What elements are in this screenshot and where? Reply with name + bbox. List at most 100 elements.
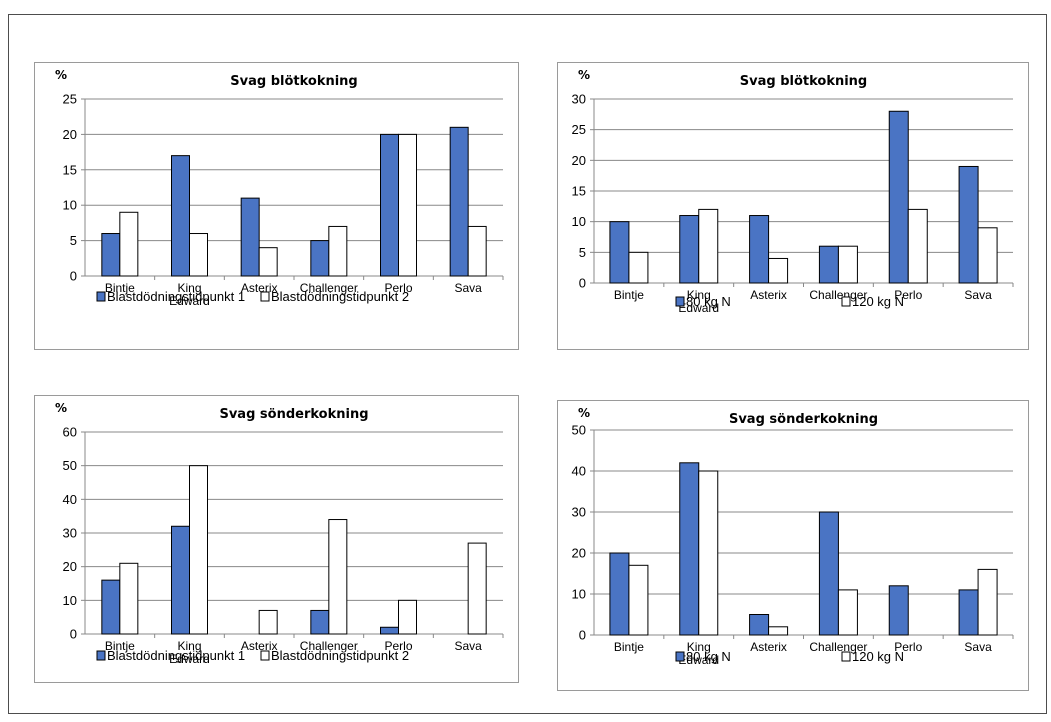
legend-swatch-2 [260, 291, 270, 302]
x-category-label: Bintje [614, 288, 644, 302]
legend-swatch-2 [841, 651, 851, 662]
bar-series-2-5 [467, 542, 487, 635]
bar-series-2-2 [258, 609, 278, 635]
y-tick-label: 40 [63, 492, 77, 507]
bar-series-1-4 [380, 133, 399, 277]
x-category-label: Perlo [894, 640, 922, 654]
y-unit-label: % [55, 68, 67, 82]
y-unit-label: % [55, 401, 67, 415]
legend-label-1: 80 kg N [686, 294, 731, 309]
bar-series-1-3 [310, 609, 330, 635]
x-category-label: Bintje [105, 639, 135, 653]
x-category-label: Challenger [809, 288, 867, 302]
chart-svg: Svag blötkokning% 0 5 10 15 20 25 Bintje King Edw… [55, 68, 504, 308]
chart-title: Svag blötkokning [230, 74, 358, 89]
bar-series-1-0 [609, 221, 630, 284]
y-tick-label: 10 [63, 198, 77, 213]
legend-swatch-2 [260, 650, 270, 661]
bar-series-1-5 [958, 589, 979, 636]
legend-label-2: Blastdödningstidpunkt 2 [271, 289, 409, 304]
bar-series-1-1 [171, 525, 190, 635]
bar-series-2-1 [698, 470, 719, 636]
bar-series-2-3 [837, 589, 858, 636]
y-tick-label: 5 [70, 233, 77, 248]
bar-series-1-1 [679, 215, 700, 284]
legend-label-2: Blastdödningstidpunkt 2 [271, 648, 409, 663]
y-tick-label: 40 [572, 464, 586, 479]
legend-label-1: 80 kg N [686, 649, 731, 664]
chart-svg: Svag sönderkokning% 0 10 20 30 40 50 60 Bintje Ki… [55, 401, 504, 666]
x-category-label: Sava [454, 281, 482, 295]
x-category-label: King Edward [678, 288, 719, 315]
legend-swatch-1 [96, 291, 106, 302]
y-tick-label: 30 [572, 505, 586, 520]
x-category-label: Perlo [894, 288, 922, 302]
bar-series-2-3 [328, 225, 348, 277]
y-unit-label: % [578, 68, 590, 82]
chart-sonderkokning-blastdodning: Svag sönderkokning% 0 10 20 30 40 50 60 Bintje Ki… [34, 395, 519, 683]
x-category-label: Perlo [384, 639, 412, 653]
y-tick-label: 10 [572, 587, 586, 602]
bar-series-1-4 [888, 585, 909, 636]
legend-swatch-1 [675, 651, 685, 662]
bar-series-2-5 [467, 225, 487, 277]
bar-series-1-3 [818, 245, 839, 284]
y-tick-label: 10 [63, 593, 77, 608]
chart-title: Svag sönderkokning [219, 407, 368, 422]
y-tick-label: 15 [63, 162, 77, 177]
legend-label-1: Blastdödningstidpunkt 1 [107, 648, 245, 663]
bar-series-1-0 [609, 552, 630, 636]
chart-title: Svag blötkokning [740, 74, 868, 89]
y-tick-label: 25 [572, 122, 586, 137]
chart-sonderkokning-kvave: Svag sönderkokning% 0 10 20 30 40 50 Bintje King… [557, 400, 1029, 691]
legend-swatch-1 [675, 296, 685, 307]
bar-series-2-2 [258, 247, 278, 277]
bar-series-2-1 [189, 465, 208, 635]
legend-swatch-2 [841, 296, 851, 307]
y-tick-label: 0 [70, 269, 77, 284]
bar-series-1-4 [888, 110, 909, 284]
bar-series-2-3 [328, 519, 348, 635]
bar-series-2-0 [628, 564, 649, 636]
y-tick-label: 15 [572, 184, 586, 199]
legend-swatch-1 [96, 650, 106, 661]
bar-series-2-1 [189, 233, 208, 277]
y-tick-label: 20 [63, 127, 77, 142]
chart-svg: Svag blötkokning% 0 5 10 15 20 25 30 Bintje King E… [572, 68, 1014, 315]
bar-series-1-1 [679, 462, 700, 636]
bar-series-2-1 [698, 208, 719, 284]
x-category-label: King Edward [678, 640, 719, 667]
legend-label-2: 120 kg N [852, 649, 904, 664]
bar-series-1-1 [171, 155, 190, 277]
legend-label-1: Blastdödningstidpunkt 1 [107, 289, 245, 304]
x-category-label: Perlo [384, 281, 412, 295]
bar-series-2-0 [119, 211, 139, 277]
bar-series-2-2 [768, 257, 789, 284]
y-tick-label: 0 [70, 627, 77, 642]
y-tick-label: 50 [572, 423, 586, 438]
bar-series-1-3 [818, 511, 839, 636]
bar-series-1-2 [749, 614, 770, 636]
y-unit-label: % [578, 406, 590, 420]
y-tick-label: 30 [572, 92, 586, 107]
bar-series-2-4 [907, 208, 928, 284]
bar-series-2-4 [398, 599, 417, 635]
x-category-label: Sava [964, 640, 992, 654]
bar-series-1-2 [240, 197, 260, 277]
y-tick-label: 20 [63, 559, 77, 574]
y-tick-label: 30 [63, 526, 77, 541]
figure-frame: Svag blötkokning% 0 5 10 15 20 25 Bintje King Edw… [8, 14, 1047, 714]
x-category-label: Sava [964, 288, 992, 302]
x-category-label: Asterix [750, 640, 787, 654]
bar-series-2-5 [977, 227, 998, 284]
x-category-label: Bintje [105, 281, 135, 295]
bar-series-1-4 [380, 626, 399, 635]
chart-title: Svag sönderkokning [729, 412, 878, 427]
x-category-label: Challenger [300, 639, 358, 653]
x-category-label: Challenger [809, 640, 867, 654]
y-tick-label: 20 [572, 546, 586, 561]
x-category-label: Asterix [750, 288, 787, 302]
y-tick-label: 0 [579, 276, 586, 291]
bar-series-2-3 [837, 245, 858, 284]
x-category-label: Sava [454, 639, 482, 653]
